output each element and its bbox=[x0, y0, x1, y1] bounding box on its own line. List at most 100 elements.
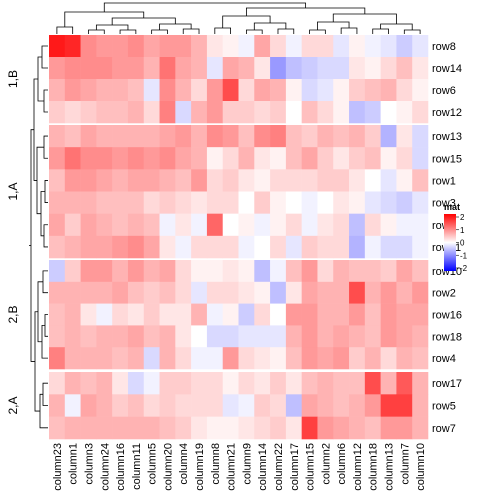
dendrogram-branch bbox=[403, 29, 421, 34]
heatmap-cell-row12-column12 bbox=[349, 101, 366, 124]
heatmap-cell-row14-column12 bbox=[349, 57, 366, 80]
row-label-row12: row12 bbox=[432, 107, 462, 119]
heatmap-cell-row4-column15 bbox=[301, 347, 318, 370]
heatmap-cell-row10-column13 bbox=[380, 260, 397, 283]
heatmap-cell-row10-column20 bbox=[159, 260, 176, 283]
dendrogram-branch bbox=[245, 29, 263, 34]
heatmap-cell-row5-column6 bbox=[333, 394, 350, 417]
heatmap-cell-row12-column13 bbox=[380, 101, 397, 124]
heatmap-cell-row8-column16 bbox=[112, 35, 129, 58]
heatmap-cell-row14-column7 bbox=[396, 57, 413, 80]
heatmap-cell-row12-column16 bbox=[112, 101, 129, 124]
heatmap-cell-row12-column18 bbox=[364, 101, 381, 124]
heatmap-cell-row11-column17 bbox=[285, 235, 302, 259]
heatmap-cell-row12-column20 bbox=[159, 101, 176, 124]
heatmap-cell-row13-column9 bbox=[238, 125, 255, 148]
column-label-column14: column14 bbox=[257, 443, 269, 491]
heatmap-cell-row15-column24 bbox=[96, 147, 113, 170]
heatmap-cell-row11-column21 bbox=[222, 235, 239, 259]
heatmap-cell-row5-column18 bbox=[364, 394, 381, 417]
row-label-row18: row18 bbox=[432, 331, 462, 343]
column-label-column11: column11 bbox=[131, 443, 143, 490]
heatmap-cell-row16-column11 bbox=[127, 303, 145, 326]
column-label-column6: column6 bbox=[336, 443, 348, 485]
heatmap-cell-row12-column15 bbox=[301, 101, 318, 124]
heatmap-cell-row18-column20 bbox=[159, 325, 176, 348]
heatmap-cell-row15-column9 bbox=[238, 147, 255, 170]
heatmap-cell-row1-column8 bbox=[206, 169, 224, 192]
heatmap-cell-row9-column20 bbox=[159, 213, 176, 237]
heatmap-cell-row15-column1 bbox=[64, 147, 81, 170]
row-label-row3: row3 bbox=[432, 198, 456, 210]
heatmap-cell-row5-column24 bbox=[96, 394, 113, 417]
heatmap-cell-row11-column15 bbox=[301, 235, 318, 259]
heatmap-cell-row9-column24 bbox=[96, 213, 113, 237]
heatmap-cell-row14-column9 bbox=[238, 57, 255, 80]
heatmap-cell-row5-column15 bbox=[301, 394, 318, 417]
heatmap-cell-row9-column16 bbox=[112, 213, 129, 237]
column-label-column17: column17 bbox=[289, 443, 301, 491]
heatmap-cell-row7-column15 bbox=[301, 416, 318, 440]
heatmap-cell-row4-column6 bbox=[333, 347, 350, 370]
heatmap-cell-row14-column3 bbox=[80, 57, 97, 80]
heatmap-cell-row8-column4 bbox=[175, 35, 192, 58]
heatmap-cell-row4-column18 bbox=[364, 347, 381, 370]
heatmap-cell-row14-column18 bbox=[364, 57, 381, 80]
heatmap-cell-row6-column7 bbox=[396, 79, 413, 102]
column-label-column18: column18 bbox=[368, 443, 380, 491]
heatmap-cell-row17-column17 bbox=[285, 372, 302, 395]
heatmap-cell-row15-column5 bbox=[143, 147, 160, 170]
heatmap-cell-row5-column11 bbox=[127, 394, 145, 417]
heatmap-cell-row8-column11 bbox=[127, 35, 145, 58]
heatmap-cell-row8-column18 bbox=[364, 35, 381, 58]
heatmap-cell-row8-column3 bbox=[80, 35, 97, 58]
heatmap-cell-row10-column15 bbox=[301, 260, 318, 283]
heatmap-cell-row2-column7 bbox=[396, 281, 413, 304]
heatmap-cell-row9-column12 bbox=[349, 213, 366, 237]
heatmap-cell-row5-column8 bbox=[206, 394, 224, 417]
heatmap-cell-row8-column23 bbox=[49, 35, 66, 58]
heatmap-cell-row13-column12 bbox=[349, 125, 366, 148]
heatmap-cell-row16-column21 bbox=[222, 303, 239, 326]
heatmap-cell-row6-column10 bbox=[412, 79, 429, 102]
heatmap-cell-row8-column20 bbox=[159, 35, 176, 58]
column-label-column9: column9 bbox=[241, 443, 253, 485]
heatmap-cell-row5-column20 bbox=[159, 394, 176, 417]
dendrogram-branch bbox=[42, 270, 48, 294]
legend-tick-label: 0 bbox=[460, 239, 465, 248]
heatmap-cell-row1-column15 bbox=[301, 169, 318, 192]
heatmap-cell-row16-column17 bbox=[285, 303, 302, 326]
heatmap-cell-row6-column4 bbox=[175, 79, 192, 102]
heatmap-cell-row18-column9 bbox=[238, 325, 255, 348]
heatmap-cell-row14-column2 bbox=[317, 57, 334, 80]
heatmap-cell-row1-column1 bbox=[64, 169, 81, 192]
heatmap-cell-row9-column7 bbox=[396, 213, 413, 237]
heatmap-cell-row3-column21 bbox=[222, 191, 239, 214]
heatmap-cell-row6-column24 bbox=[96, 79, 113, 102]
column-label-column10: column10 bbox=[415, 443, 427, 491]
column-dendrogram bbox=[56, 2, 421, 34]
heatmap-cell-row15-column20 bbox=[159, 147, 176, 170]
heatmap-cell-row7-column14 bbox=[254, 416, 271, 440]
column-label-column19: column19 bbox=[194, 443, 206, 491]
heatmap-cell-row8-column24 bbox=[96, 35, 113, 58]
heatmap-cell-row16-column18 bbox=[364, 303, 381, 326]
heatmap-cell-row17-column12 bbox=[349, 372, 366, 395]
heatmap-cell-row15-column22 bbox=[270, 147, 287, 170]
heatmap-cell-row13-column8 bbox=[206, 125, 224, 148]
heatmap-cell-row13-column14 bbox=[254, 125, 271, 148]
heatmap-cell-row14-column17 bbox=[285, 57, 302, 80]
heatmap-cell-row6-column23 bbox=[49, 79, 66, 102]
column-label-column13: column13 bbox=[384, 443, 396, 491]
column-label-column24: column24 bbox=[99, 443, 111, 491]
heatmap-cell-row14-column4 bbox=[175, 57, 192, 80]
column-label-column7: column7 bbox=[399, 443, 411, 485]
heatmap-cell-row14-column22 bbox=[270, 57, 287, 80]
heatmap-cell-row14-column23 bbox=[49, 57, 66, 80]
heatmap-cell-row4-column3 bbox=[80, 347, 97, 370]
dendrogram-branch bbox=[119, 29, 137, 34]
heatmap-cell-row16-column23 bbox=[49, 303, 66, 326]
heatmap-cell-row18-column23 bbox=[49, 325, 66, 348]
dendrogram-branch bbox=[309, 29, 326, 34]
heatmap-cell-row6-column14 bbox=[254, 79, 271, 102]
